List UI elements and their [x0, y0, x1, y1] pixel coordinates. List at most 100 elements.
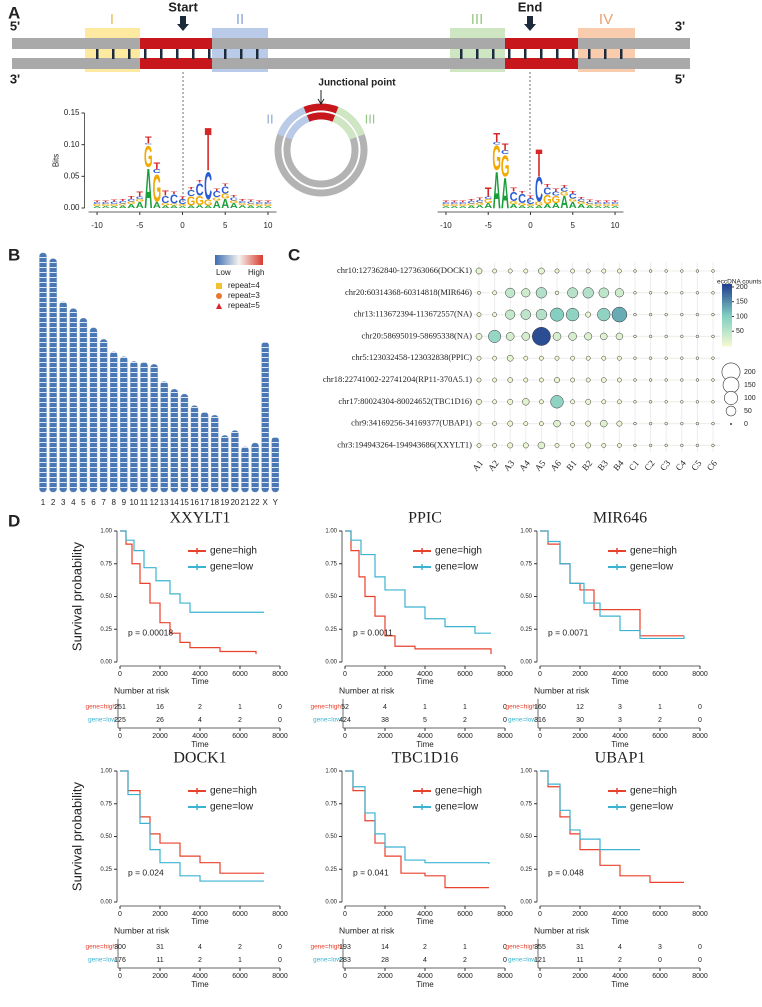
risk-tick-label: 4000	[612, 733, 628, 740]
logo-letter: T	[111, 199, 118, 202]
logo-letter: G	[594, 204, 603, 207]
risk-count: 3	[618, 717, 622, 724]
logo-letter: A	[569, 201, 577, 211]
bubble	[664, 443, 668, 448]
logo-letter: A	[170, 205, 178, 209]
bubble	[554, 290, 560, 295]
logo-letter: C	[93, 202, 101, 205]
logo-letter: G	[552, 194, 561, 206]
base-pair	[556, 49, 559, 59]
logo-letter: T	[578, 197, 585, 200]
risk-count: 0	[698, 704, 702, 711]
junction-arrow	[317, 90, 325, 105]
bubble	[695, 269, 700, 273]
chromosome-label: 12	[150, 498, 159, 507]
risk-count: 300	[114, 944, 126, 951]
x-tick-label: 0	[180, 221, 185, 230]
logo-letter: T	[595, 200, 602, 203]
risk-row-label: gene=low	[313, 717, 341, 724]
y-tick-label: 0.00	[64, 203, 80, 212]
logo-letter: A	[518, 205, 526, 209]
risk-x-label: Time	[611, 980, 629, 989]
risk-tick-label: 4000	[417, 973, 433, 980]
logo-letter: G	[101, 204, 110, 207]
y-tick-label: 0.50	[100, 834, 112, 840]
risk-tick-label: 8000	[272, 733, 288, 740]
risk-row-label: gene=low	[508, 957, 536, 964]
logo-letter: G	[195, 193, 204, 208]
bubble	[523, 421, 529, 426]
logo-letter: C	[102, 202, 110, 205]
logo-letter: A	[501, 168, 509, 217]
logo-letter: T	[239, 199, 246, 202]
logo-letter: T	[451, 200, 458, 203]
risk-count: 2	[658, 717, 662, 724]
base-pair	[176, 49, 179, 59]
bubble	[585, 311, 592, 318]
y-tick-label: 0.00	[325, 660, 337, 666]
bubble	[615, 332, 624, 341]
logo-letter: G	[135, 199, 144, 203]
logo-letter: G	[577, 201, 586, 205]
logo-letter: A	[594, 206, 602, 209]
bubble	[507, 398, 514, 405]
ring-segment	[306, 112, 336, 122]
logo-letter: C	[161, 194, 169, 206]
bubble	[648, 334, 653, 339]
logo-letter: T	[502, 142, 509, 154]
bubble	[597, 307, 611, 322]
y-tick-label: 0.75	[325, 801, 337, 807]
bubble	[522, 442, 529, 449]
colorbar-tick-label: 100	[736, 313, 748, 320]
base-pair	[160, 49, 163, 59]
risk-count: 5	[423, 717, 427, 724]
bubble	[492, 377, 497, 383]
logo-letter: T	[561, 185, 568, 189]
logo-letter: C	[493, 142, 501, 146]
bubble	[535, 309, 547, 321]
risk-count: 30	[576, 717, 584, 724]
column-label: C5	[689, 458, 704, 473]
logo-letter: G	[467, 203, 476, 206]
chart-title: DOCK1	[173, 750, 226, 767]
logo-letter: T	[162, 189, 169, 197]
chromosome-label: 14	[170, 498, 179, 507]
logo-letter: G	[518, 202, 527, 206]
base-pair	[192, 49, 195, 59]
chromosome-label: 2	[51, 498, 56, 507]
risk-count: 16	[156, 704, 164, 711]
logo-letter: G	[127, 201, 136, 205]
legend-marker	[216, 283, 222, 289]
logo-letter: G	[450, 204, 459, 207]
survival-curve	[345, 530, 491, 634]
y-tick-label: 0.50	[520, 594, 532, 600]
base-pair	[256, 49, 259, 59]
y-axis-label: Survival probability	[69, 541, 84, 651]
bubble	[570, 421, 575, 426]
annotation: p = 0.041	[353, 867, 389, 877]
logo-letter: G	[475, 202, 484, 206]
x-tick-label: 5	[571, 221, 576, 230]
logo-letter: A	[527, 206, 535, 209]
logo-letter: C	[450, 202, 458, 205]
logo-letter: A	[204, 205, 212, 209]
logo-letter: A	[442, 206, 450, 209]
x-tick-label: 4000	[192, 911, 208, 918]
risk-count: 11	[576, 957, 583, 964]
chart-title: MIR646	[593, 510, 647, 527]
column-label: A3	[502, 458, 517, 473]
risk-count: 1	[238, 957, 242, 964]
x-tick-label: 6000	[652, 911, 668, 918]
risk-count: 1	[238, 704, 242, 711]
logo-letter: C	[110, 201, 118, 205]
logo-letter: G	[187, 194, 196, 209]
bubble	[600, 332, 608, 341]
logo-letter: A	[127, 203, 135, 209]
chromosome-bands	[170, 389, 178, 492]
chromosome-label: 1	[41, 498, 46, 507]
colorbar-tick-label: 50	[736, 328, 744, 335]
bubble	[505, 309, 516, 320]
row-label: chr20:58695019-58695338(NA)	[362, 330, 473, 340]
chromosome-label: 4	[71, 498, 76, 507]
column-label: B2	[580, 458, 594, 472]
